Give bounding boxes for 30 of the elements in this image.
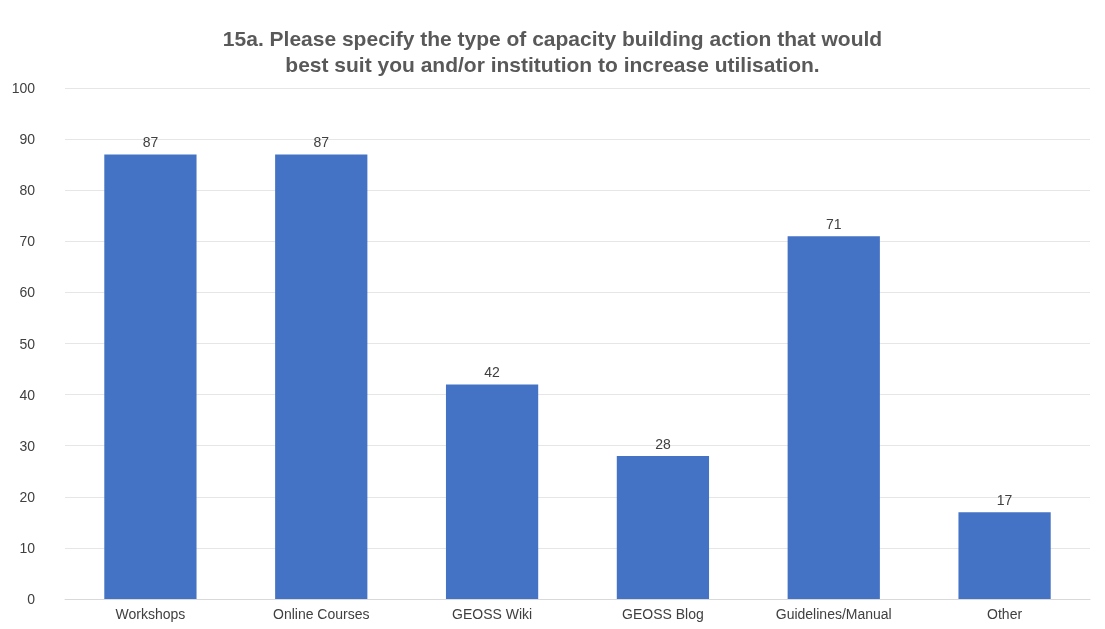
chart-title: 15a. Please specify the type of capacity building action that would best suit you and/or institution to increase utilisation.: [222, 26, 883, 76]
x-tick-label: GEOSS Wiki: [452, 606, 533, 622]
bar: [275, 154, 368, 599]
y-tick-label: 40: [19, 386, 36, 403]
x-tick-label: Online Courses: [273, 606, 370, 622]
y-tick-label: 50: [19, 335, 36, 352]
y-tick-label: 60: [19, 284, 36, 301]
data-label: 17: [996, 492, 1013, 509]
y-tick-label: 30: [19, 437, 36, 454]
y-tick-label: 100: [11, 80, 36, 96]
data-label: 87: [142, 134, 159, 151]
data-label: 28: [655, 435, 671, 452]
y-tick-label: 20: [19, 488, 36, 505]
y-tick-label: 70: [19, 233, 36, 250]
bar: [958, 512, 1051, 599]
y-tick-label: 80: [19, 182, 36, 199]
x-tick-label: Workshops: [115, 606, 186, 622]
bar: [104, 154, 197, 599]
x-tick-label: Other: [987, 606, 1023, 622]
data-label: 71: [825, 216, 842, 233]
bar: [445, 384, 539, 599]
x-tick-label: GEOSS Blog: [622, 606, 704, 622]
x-tick-label: Guidelines/Manual: [775, 606, 892, 622]
bar: [787, 236, 880, 599]
bar: [616, 455, 710, 599]
y-tick-label: 90: [19, 131, 36, 148]
y-tick-label: 0: [27, 591, 36, 607]
data-label: 87: [313, 134, 330, 151]
data-label: 42: [484, 364, 501, 381]
y-tick-label: 10: [19, 539, 36, 556]
